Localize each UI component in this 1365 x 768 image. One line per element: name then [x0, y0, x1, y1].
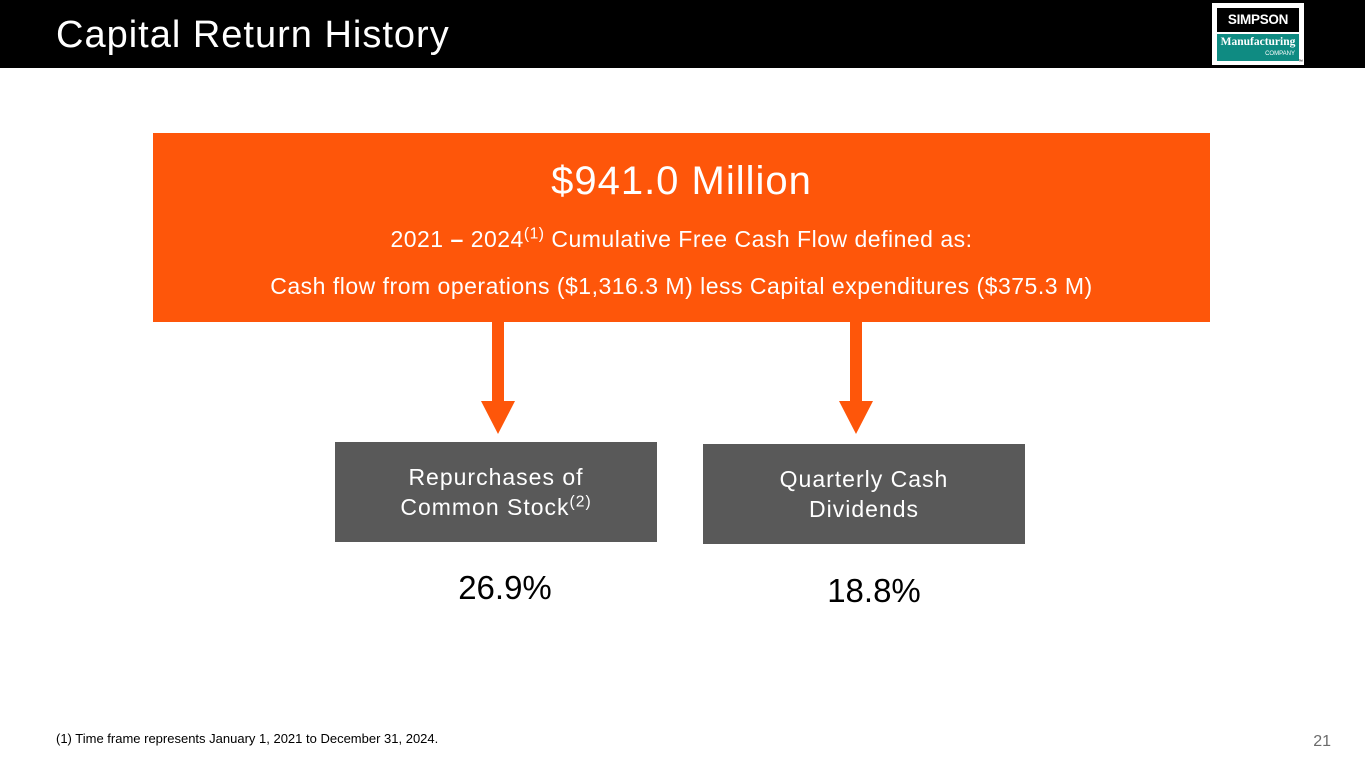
logo-teal-panel: Manufacturing COMPANY	[1217, 34, 1299, 61]
dividends-label-line2: Dividends	[808, 496, 919, 522]
repurchases-box: Repurchases of Common Stock(2)	[335, 442, 657, 542]
summary-amount: $941.0 Million	[551, 159, 812, 203]
period-start: 2021	[390, 226, 444, 252]
free-cash-flow-summary: $941.0 Million 2021 – 2024(1) Cumulative…	[153, 133, 1210, 322]
logo-company: COMPANY	[1265, 51, 1295, 57]
repurchases-percent: 26.9%	[458, 569, 552, 606]
page-number: 21	[1313, 733, 1331, 750]
period-dash: –	[450, 226, 464, 252]
period-end: 2024	[470, 226, 524, 252]
logo-trademark: ™	[1298, 59, 1303, 65]
dividends-percent: 18.8%	[827, 572, 921, 609]
repurchases-label-line1: Repurchases of	[408, 464, 584, 490]
logo-wordmark: SIMPSON	[1217, 8, 1299, 32]
header-bar: Capital Return History SIMPSON Manufactu…	[0, 0, 1365, 68]
dividends-label-line1: Quarterly Cash	[779, 466, 949, 492]
repurchases-footnote-marker: (2)	[569, 493, 592, 511]
company-logo: SIMPSON Manufacturing COMPANY ™	[1212, 3, 1304, 65]
logo-subtitle: Manufacturing	[1220, 36, 1296, 48]
summary-definition: Cash flow from operations ($1,316.3 M) l…	[270, 273, 1093, 299]
arrow-to-repurchases	[481, 321, 515, 434]
repurchases-label-line2: Common Stock	[400, 494, 570, 520]
period-footnote-marker: (1)	[523, 225, 545, 243]
dividends-box: Quarterly Cash Dividends	[703, 444, 1025, 544]
footnote: (1) Time frame represents January 1, 202…	[56, 731, 439, 746]
period-description: Cumulative Free Cash Flow defined as:	[551, 226, 973, 252]
arrow-to-dividends	[839, 321, 873, 434]
page-title: Capital Return History	[56, 14, 450, 56]
dividends-label: Quarterly Cash Dividends	[780, 464, 949, 524]
summary-period: 2021 – 2024(1) Cumulative Free Cash Flow…	[153, 225, 1210, 253]
repurchases-label: Repurchases of Common Stock(2)	[400, 462, 591, 522]
